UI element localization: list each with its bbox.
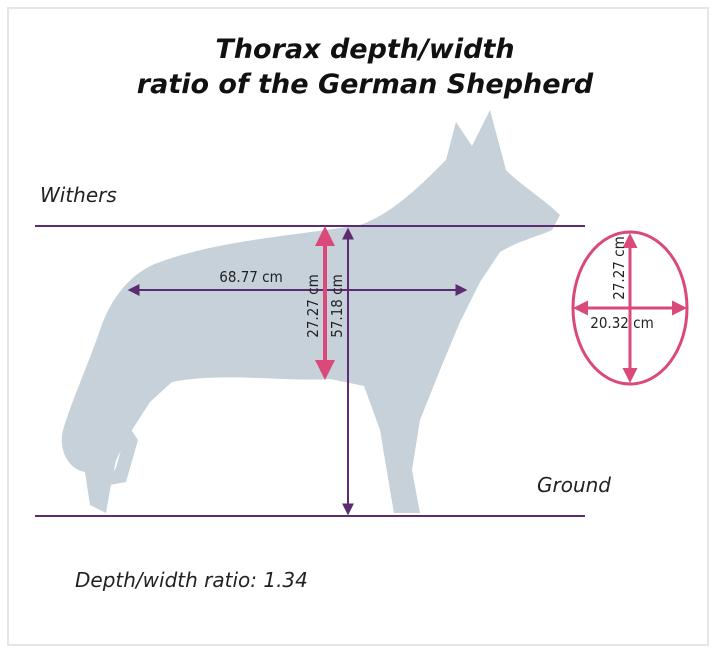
length-label: 68.77 cm — [219, 268, 282, 286]
title-line: ratio of the German Shepherd — [137, 69, 594, 100]
depth-label: 27.27 cm — [304, 274, 322, 337]
withers-label: Withers — [40, 183, 117, 207]
title-line: Thorax depth/width — [215, 34, 514, 65]
section-width-label: 20.32 cm — [590, 314, 653, 332]
ground-label: Ground — [537, 473, 611, 497]
dog-silhouette — [61, 110, 560, 513]
ratio-text: Depth/width ratio: 1.34 — [75, 568, 308, 592]
section-depth-label: 27.27 cm — [610, 236, 628, 299]
height-label: 57.18 cm — [328, 274, 346, 337]
